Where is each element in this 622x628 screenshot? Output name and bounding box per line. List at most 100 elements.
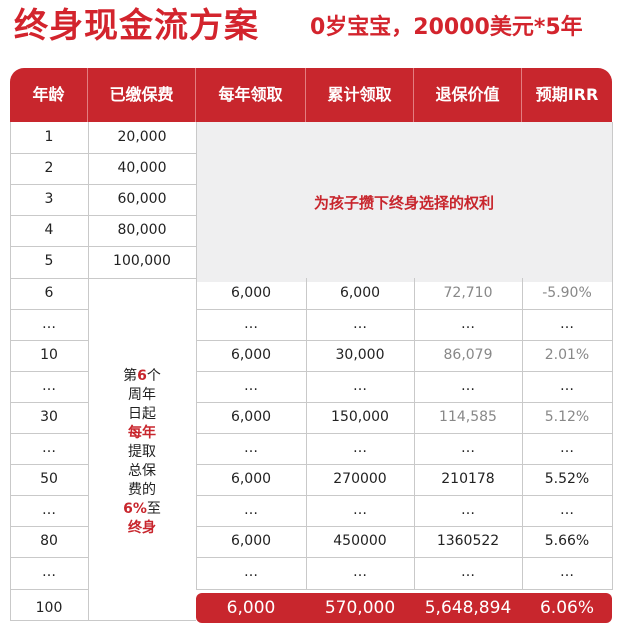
table-cell-surrender: … xyxy=(461,564,475,581)
table-cell-age: 50 xyxy=(40,471,58,488)
grid-line xyxy=(522,277,523,590)
grid-line xyxy=(306,277,307,590)
table-cell-cumulative: … xyxy=(353,377,367,394)
side-note: 第6个 周年 日起 每年 提取 总保 费的 6%至 终身 xyxy=(123,368,161,536)
table-cell-paid: 40,000 xyxy=(117,160,167,177)
grid-line xyxy=(196,464,612,466)
table-cell-age: 1 xyxy=(44,129,54,145)
table-cell-cumulative: … xyxy=(353,502,367,519)
grid-line xyxy=(612,122,613,590)
table-cell-annual: 6,000 xyxy=(230,533,272,550)
table-cell-surrender: 210178 xyxy=(441,471,495,488)
grid-line xyxy=(10,308,88,310)
table-cell-paid: 60,000 xyxy=(117,191,167,208)
table-cell-age: 80 xyxy=(40,533,58,550)
table-cell-age: 30 xyxy=(40,408,58,425)
table-cell-surrender: … xyxy=(461,502,475,519)
table-cell-annual: … xyxy=(244,440,258,456)
table-cell-cumulative: 270000 xyxy=(333,471,387,488)
merged-side-cell: 第6个 周年 日起 每年 提取 总保 费的 6%至 终身 xyxy=(88,282,196,623)
table-cell-annual: 6,000 xyxy=(230,346,272,363)
table-cell-irr: … xyxy=(560,502,574,519)
table-cell-irr: 5.12% xyxy=(544,408,590,425)
table-cell-paid: 20,000 xyxy=(117,129,167,145)
table-cell-surrender: 114,585 xyxy=(439,408,497,425)
table-cell-age: 4 xyxy=(44,222,54,239)
final-irr: 6.06% xyxy=(539,598,594,618)
page-title: 终身现金流方案 xyxy=(14,6,259,46)
grid-line xyxy=(196,339,612,341)
table-cell-age: 6 xyxy=(44,284,54,301)
grid-line xyxy=(10,557,88,559)
grid-line xyxy=(196,557,612,559)
final-surrender: 5,648,894 xyxy=(424,598,512,618)
table-cell-annual: … xyxy=(244,564,258,581)
grid-line xyxy=(10,401,88,403)
table-cell-cumulative: … xyxy=(353,315,367,332)
final-row-band xyxy=(196,593,612,623)
table-cell-irr: -5.90% xyxy=(542,284,592,301)
table-cell-age: 10 xyxy=(40,346,58,363)
table-cell-annual: … xyxy=(244,377,258,394)
table-cell-annual: … xyxy=(244,315,258,332)
grid-line xyxy=(196,526,612,528)
grid-line xyxy=(196,370,612,372)
grid-line xyxy=(10,464,88,466)
final-age: 100 xyxy=(35,600,63,616)
table-cell-age: … xyxy=(42,502,56,519)
grid-line xyxy=(196,433,612,434)
grid-line xyxy=(196,122,197,590)
table-cell-irr: 2.01% xyxy=(544,346,590,363)
grid-line xyxy=(10,184,196,186)
table-cell-age: … xyxy=(42,377,56,394)
table-cell-age: … xyxy=(42,315,56,332)
table-cell-annual: … xyxy=(244,502,258,519)
table-cell-annual: 6,000 xyxy=(230,471,272,488)
table-cell-cumulative: … xyxy=(353,440,367,456)
grid-line xyxy=(10,370,88,372)
table-cell-irr: … xyxy=(560,315,574,332)
table-cell-surrender: … xyxy=(461,440,475,456)
grid-line xyxy=(10,495,88,497)
header-irr: 预期IRR xyxy=(535,85,599,104)
table-cell-age: 2 xyxy=(44,160,54,177)
grid-line xyxy=(10,277,196,279)
page-subtitle: 0岁宝宝，20000美元*5年 xyxy=(310,15,583,40)
table-cell-surrender: … xyxy=(461,315,475,332)
grid-line xyxy=(196,495,612,497)
header-paid: 已缴保费 xyxy=(88,68,196,122)
grid-line xyxy=(10,619,196,621)
table-cell-cumulative: 450000 xyxy=(333,533,387,550)
table-cell-surrender: 86,079 xyxy=(443,346,493,363)
grid-line xyxy=(196,588,612,590)
grid-line xyxy=(10,153,196,155)
grid-line xyxy=(10,246,196,248)
table-cell-age: 5 xyxy=(44,253,54,270)
grid-line xyxy=(10,433,88,434)
table-cell-annual: 6,000 xyxy=(230,284,272,301)
cashflow-table: 年龄 已缴保费 每年领取 累计领取 退保价值 预期IRR 为孩子攒下终身选择的权… xyxy=(10,68,613,623)
table-header: 年龄 已缴保费 每年领取 累计领取 退保价值 预期IRR xyxy=(10,68,612,122)
table-cell-irr: … xyxy=(560,440,574,456)
table-cell-irr: … xyxy=(560,377,574,394)
final-cumulative: 570,000 xyxy=(324,598,396,618)
table-cell-cumulative: … xyxy=(353,564,367,581)
header-surrender: 退保价值 xyxy=(414,68,522,122)
table-cell-surrender: 1360522 xyxy=(436,533,500,550)
grid-line xyxy=(10,215,196,217)
header-annual: 每年领取 xyxy=(196,68,306,122)
grid-line xyxy=(196,308,612,310)
table-cell-age: … xyxy=(42,440,56,456)
grid-line xyxy=(10,588,88,590)
table-cell-annual: 6,000 xyxy=(230,408,272,425)
table-cell-irr: … xyxy=(560,564,574,581)
header-age: 年龄 xyxy=(10,68,88,122)
table-cell-paid: 80,000 xyxy=(117,222,167,239)
table-cell-cumulative: 30,000 xyxy=(335,346,385,363)
header-cumulative: 累计领取 xyxy=(306,68,414,122)
table-cell-irr: 5.66% xyxy=(544,533,590,550)
grid-line xyxy=(10,339,88,341)
table-cell-surrender: 72,710 xyxy=(443,284,493,301)
grid-line xyxy=(88,122,89,278)
table-cell-cumulative: 150,000 xyxy=(331,408,389,425)
